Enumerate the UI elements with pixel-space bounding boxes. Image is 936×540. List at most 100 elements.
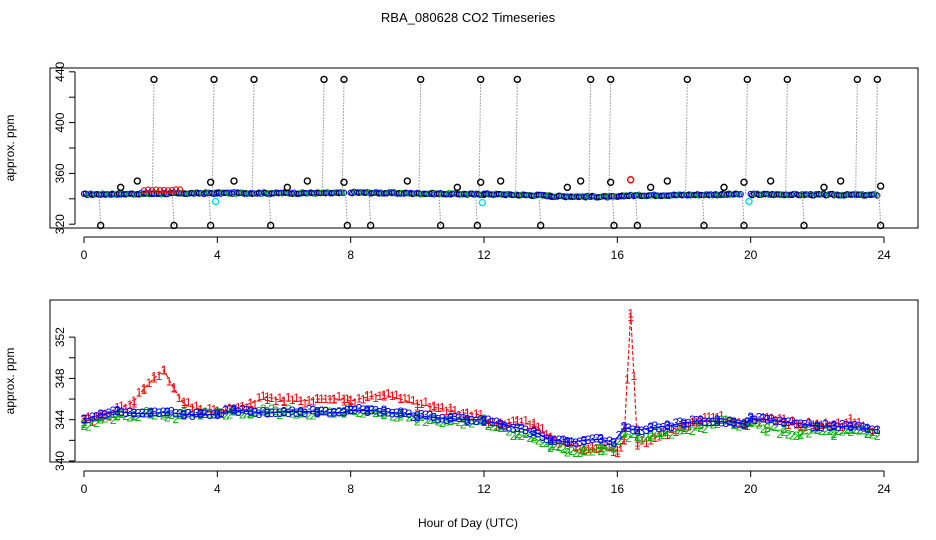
bottom-series-1-marker: 1 — [624, 373, 631, 387]
top-spike-line — [611, 193, 615, 226]
bottom-series-1-marker: 1 — [468, 409, 475, 423]
bottom-series-2-point: 2 — [747, 416, 754, 430]
bottom-series-1-point: 1 — [514, 415, 521, 429]
bottom-series-1-marker: 1 — [171, 381, 178, 395]
top-outlier-point — [646, 183, 655, 192]
bottom-series-2-marker: 2 — [247, 408, 254, 422]
bottom-series-1-marker: 1 — [593, 442, 600, 456]
bottom-series-1-marker: 1 — [93, 411, 100, 425]
bottom-series-2-marker: 2 — [214, 405, 221, 419]
bottom-series-1-marker: 1 — [243, 401, 250, 415]
bottom-series-2-point: 2 — [547, 440, 554, 454]
bottom-series-1-marker: 1 — [256, 390, 263, 404]
bottom-series-3-marker: 3 — [634, 424, 641, 438]
bottom-series-2-marker: 2 — [789, 428, 796, 442]
bottom-series-2-marker: 2 — [576, 446, 583, 460]
bottom-series-3-marker: 3 — [630, 423, 637, 437]
bottom-series-3-marker: 3 — [360, 403, 367, 417]
bottom-series-2-point: 2 — [264, 404, 271, 418]
bottom-series-1-marker: 1 — [260, 389, 267, 403]
top-outlier-point — [453, 183, 462, 192]
bottom-series-2-marker: 2 — [351, 404, 358, 418]
bottom-series-1-marker: 1 — [214, 404, 221, 418]
bottom-x-tick-label: 4 — [214, 482, 221, 496]
bottom-series-2-marker: 2 — [285, 402, 292, 416]
bottom-series-2-marker: 2 — [547, 441, 554, 455]
bottom-series-1-marker: 1 — [869, 425, 876, 439]
bottom-series-3-marker: 3 — [364, 405, 371, 419]
bottom-series-3-marker: 3 — [718, 416, 725, 430]
bottom-series-2-marker: 2 — [235, 404, 242, 418]
bottom-series-1-marker: 1 — [610, 445, 617, 459]
top-spike-high-point — [476, 75, 485, 84]
bottom-series-3-marker: 3 — [539, 430, 546, 444]
bottom-series-3-marker: 3 — [672, 416, 679, 430]
top-outlier-point — [576, 177, 585, 185]
bottom-series-3-marker: 3 — [564, 434, 571, 448]
bottom-series-2-marker: 2 — [439, 416, 446, 430]
bottom-series-2-marker: 2 — [611, 441, 618, 455]
bottom-series-3-marker: 3 — [481, 415, 488, 429]
bottom-series-1-point: 1 — [864, 421, 871, 435]
bottom-series-1-marker: 1 — [464, 406, 471, 420]
bottom-series-1-point: 1 — [264, 390, 271, 404]
bottom-series-3-marker: 3 — [681, 417, 688, 431]
bottom-series-2-point: 2 — [814, 423, 821, 437]
bottom-series-3-marker: 3 — [406, 407, 413, 421]
bottom-series-1-point: 1 — [531, 418, 538, 432]
bottom-series-3-point: 3 — [97, 408, 104, 422]
bottom-series-2-point: 2 — [781, 425, 788, 439]
bottom-series-2-marker: 2 — [481, 412, 488, 426]
bottom-series-2-point: 2 — [447, 414, 454, 428]
top-spike-line — [321, 79, 325, 194]
bottom-series-2-marker: 2 — [160, 409, 167, 423]
bottom-series-1-marker: 1 — [341, 395, 348, 409]
bottom-series-1-marker: 1 — [146, 376, 153, 390]
bottom-series-3-marker: 3 — [764, 413, 771, 427]
bottom-series-2-point: 2 — [347, 402, 354, 416]
bottom-series-2-marker: 2 — [272, 404, 279, 418]
top-spike-low-point — [536, 221, 545, 230]
bottom-series-1-marker: 1 — [726, 414, 733, 428]
bottom-series-3-marker: 3 — [660, 420, 667, 434]
top-cyan-point — [745, 197, 753, 206]
bottom-series-1-point: 1 — [814, 417, 821, 431]
bottom-series-3-marker: 3 — [381, 403, 388, 417]
bottom-series-3-marker: 3 — [397, 405, 404, 419]
bottom-series-3-marker: 3 — [326, 407, 333, 421]
bottom-series-3-marker: 3 — [843, 419, 850, 433]
bottom-series-1-point: 1 — [131, 394, 138, 408]
bottom-series-2-marker: 2 — [685, 423, 692, 437]
bottom-series-2-marker: 2 — [560, 442, 567, 456]
bottom-series-1-marker: 1 — [410, 394, 417, 408]
top-spike-low-point — [96, 221, 105, 230]
top-red-point — [164, 187, 172, 194]
bottom-series-1-point: 1 — [397, 392, 404, 406]
bottom-series-1-marker: 1 — [385, 387, 392, 401]
bottom-series-1-marker: 1 — [676, 420, 683, 434]
bottom-series-2-marker: 2 — [606, 440, 613, 454]
bottom-series-3-marker: 3 — [151, 405, 158, 419]
bottom-series-1-point: 1 — [331, 392, 338, 406]
bottom-series-3-marker: 3 — [522, 423, 529, 437]
bottom-series-3-marker: 3 — [135, 407, 142, 421]
chart-title: RBA_080628 CO2 Timeseries — [381, 10, 556, 25]
bottom-series-2-marker: 2 — [385, 406, 392, 420]
bottom-series-3-marker: 3 — [214, 408, 221, 422]
bottom-series-3-marker: 3 — [710, 415, 717, 429]
bottom-series-3-marker: 3 — [560, 433, 567, 447]
bottom-series-2-marker: 2 — [489, 419, 496, 433]
bottom-series-3-marker: 3 — [551, 434, 558, 448]
bottom-series-2-marker: 2 — [293, 408, 300, 422]
bottom-series-1-point: 1 — [171, 382, 178, 396]
bottom-series-1-marker: 1 — [118, 399, 125, 413]
bottom-series-3-marker: 3 — [268, 406, 275, 420]
bottom-series-3-point: 3 — [214, 407, 221, 421]
top-spike-high-point — [250, 75, 258, 84]
bottom-series-2-marker: 2 — [435, 415, 442, 429]
bottom-series-1-marker: 1 — [531, 416, 538, 430]
bottom-series-2-marker: 2 — [638, 431, 645, 445]
bottom-series-3-marker: 3 — [160, 405, 167, 419]
bottom-series-3-point: 3 — [381, 404, 388, 418]
bottom-series-3-point: 3 — [397, 407, 404, 421]
